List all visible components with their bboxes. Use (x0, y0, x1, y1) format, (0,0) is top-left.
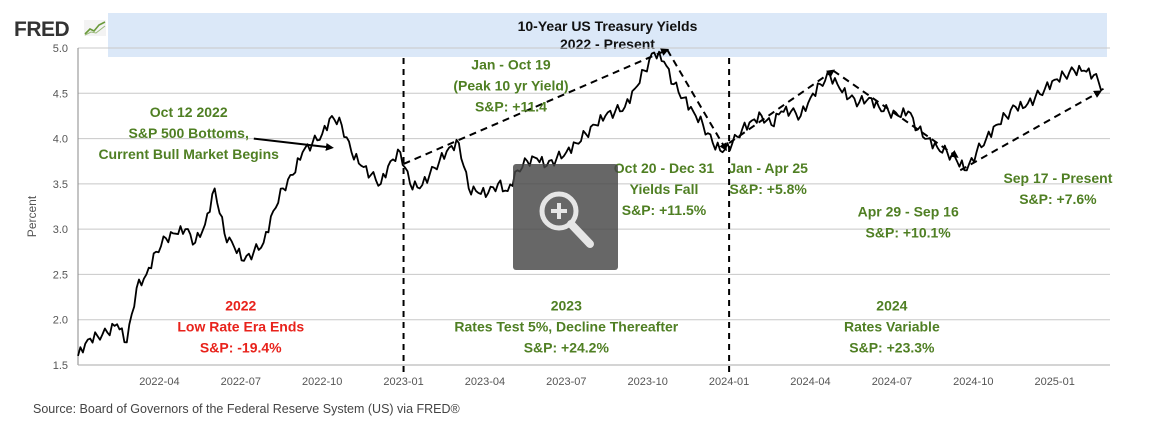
annotation-line: Oct 20 - Dec 31 (614, 160, 715, 176)
x-tick-label: 2023-04 (465, 376, 505, 388)
axis-layer: 1.5 2.0 2.5 3.0 3.5 4.0 4.5 5.0 Percent 2022-04 20… (25, 43, 1110, 388)
annotation-line: S&P 500 Bottoms, (129, 125, 249, 141)
yield-series-line (77, 50, 1104, 357)
annotation-line: Jan - Oct 19 (471, 57, 551, 73)
x-tick-label: 2025-01 (1034, 376, 1074, 388)
source-note: Source: Board of Governors of the Federa… (33, 402, 460, 416)
yield-chart: 1.5 2.0 2.5 3.0 3.5 4.0 4.5 5.0 Percent 2022-04 20… (25, 43, 1113, 388)
x-tick-label: 2022-07 (221, 376, 261, 388)
x-tick-label: 2024-07 (872, 376, 912, 388)
x-tick-label: 2022-10 (302, 376, 342, 388)
annotation-line: Rates Test 5%, Decline Thereafter (454, 319, 678, 335)
annotation-year-2022: 2022 Low Rate Era Ends S&P: -19.4% (177, 298, 304, 356)
annotation-line: Sep 17 - Present (1003, 170, 1112, 186)
x-tick-label: 2024-10 (953, 376, 993, 388)
annotation-apr-29-sep-16: Apr 29 - Sep 16 S&P: +10.1% (858, 203, 959, 240)
annotation-line: S&P: +24.2% (524, 340, 610, 356)
annotation-year-2023: 2023 Rates Test 5%, Decline Thereafter S&P… (454, 298, 678, 356)
trend-arrow (728, 69, 835, 144)
x-tick-label: 2023-01 (383, 376, 423, 388)
trend-arrow (959, 90, 1102, 172)
annotation-line: S&P: +11.5% (622, 202, 707, 218)
y-tick-label: 2.5 (53, 269, 68, 281)
y-tick-label: 1.5 (53, 360, 68, 372)
annotation-oct-12-2022: Oct 12 2022 S&P 500 Bottoms, Current Bull … (98, 104, 279, 162)
y-tick-label: 5.0 (53, 43, 68, 55)
annotation-line: S&P: +11.4 (475, 99, 547, 115)
series-layer (77, 50, 1104, 357)
annotation-line: Low Rate Era Ends (177, 319, 304, 335)
y-tick-label: 4.0 (53, 134, 68, 146)
annotation-jan-oct-19: Jan - Oct 19 (Peak 10 yr Yield) S&P: +11.4 (453, 57, 568, 115)
annotation-line: (Peak 10 yr Yield) (453, 78, 568, 94)
annotation-line: S&P: +7.6% (1019, 191, 1097, 207)
annotation-line: S&P: +5.8% (729, 181, 807, 197)
annotation-line: Jan - Apr 25 (728, 160, 808, 176)
annotation-line: S&P: +10.1% (866, 224, 952, 240)
annotation-year-2024: 2024 Rates Variable S&P: +23.3% (844, 298, 940, 356)
annotation-jan-apr-25: Jan - Apr 25 S&P: +5.8% (728, 160, 808, 197)
zoom-button[interactable] (513, 164, 618, 270)
x-tick-label: 2023-10 (628, 376, 668, 388)
annotation-line: Oct 12 2022 (150, 104, 228, 120)
x-tick-label: 2024-01 (709, 376, 749, 388)
zoom-in-icon (539, 191, 594, 248)
trend-arrow (832, 69, 959, 158)
y-tick-label: 3.0 (53, 224, 68, 236)
y-tick-label: 3.5 (53, 179, 68, 191)
y-axis-label: Percent (25, 195, 39, 237)
fred-logo-graph-icon (84, 20, 106, 36)
annotation-sep-17-present: Sep 17 - Present S&P: +7.6% (1003, 170, 1112, 207)
annotation-line: S&P: -19.4% (200, 340, 282, 356)
annotation-line: 2024 (876, 298, 907, 314)
annotation-line: 2023 (551, 298, 582, 314)
annotation-line: S&P: +23.3% (849, 340, 935, 356)
x-tick-label: 2024-04 (790, 376, 830, 388)
annotation-oct-20-dec-31: Oct 20 - Dec 31 Yields Fall S&P: +11.5% (614, 160, 715, 218)
annotation-line: Current Bull Market Begins (98, 146, 279, 162)
annotation-layer: Oct 12 2022 S&P 500 Bottoms, Current Bull … (98, 48, 1113, 356)
annotation-line: 2022 (225, 298, 256, 314)
x-tick-label: 2023-07 (546, 376, 586, 388)
chart-title: 10-Year US Treasury Yields (517, 18, 698, 34)
y-tick-label: 2.0 (53, 315, 68, 327)
annotation-line: Apr 29 - Sep 16 (858, 203, 959, 219)
annotation-line: Yields Fall (630, 181, 699, 197)
annotation-line: Rates Variable (844, 319, 940, 335)
y-tick-label: 4.5 (53, 88, 68, 100)
trend-arrow (666, 49, 727, 152)
pointer-arrow (253, 137, 334, 151)
fred-logo: FRED (14, 18, 70, 41)
x-tick-label: 2022-04 (139, 376, 179, 388)
